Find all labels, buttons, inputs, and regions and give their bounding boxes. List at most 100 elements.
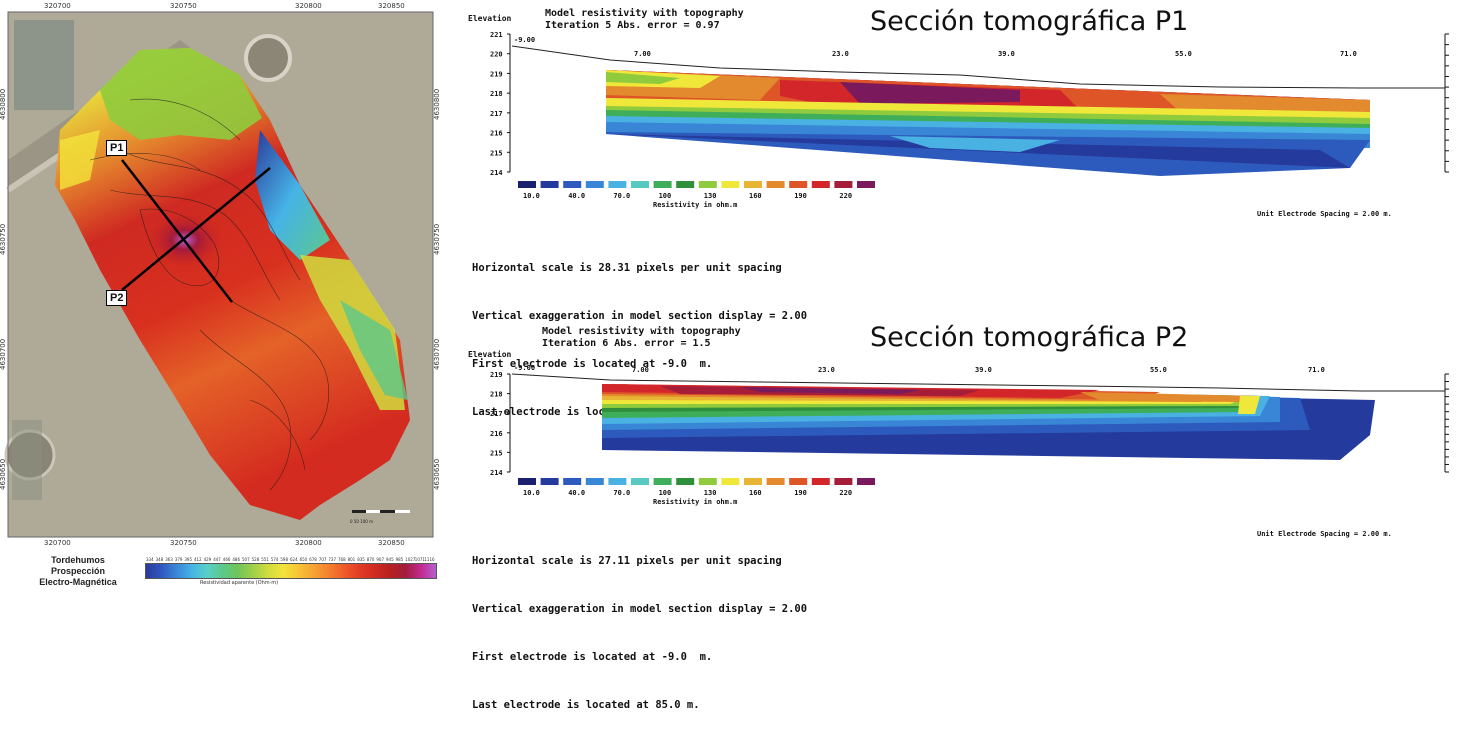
legend-value: 160 [749, 192, 762, 200]
map-legend-tick: 678 [309, 557, 317, 562]
map-legend-tick: 1116 [424, 557, 435, 562]
legend-swatch [811, 181, 830, 188]
y-tick-label: 215 [490, 149, 503, 157]
map-top-coord: 320750 [170, 2, 197, 10]
map-legend-tick: 551 [261, 557, 269, 562]
legend-swatch [744, 181, 762, 188]
y-tick-label: 215 [490, 449, 503, 457]
map-legend-tick: 598 [280, 557, 289, 562]
legend-title-line: Prospección [50, 566, 106, 576]
map-legend-tick: 870 [366, 557, 375, 562]
section-title: Sección tomográfica P1 [870, 6, 1189, 37]
section-title: Sección tomográfica P2 [870, 322, 1189, 353]
legend-swatch [608, 181, 627, 188]
legend-swatch [631, 478, 649, 485]
map-legend-tick: 1027 [405, 557, 416, 562]
map-color-legend [145, 563, 437, 579]
pseudosection-p1: 221 220 219 218 217 216 215 214 -9.00 7.00 23.0 39.… [490, 31, 1449, 209]
legend-swatch [698, 181, 717, 188]
info-line: Last electrode is located at 85.0 m. [472, 699, 700, 711]
legend-swatch [676, 181, 695, 188]
start-position-label: -9.00 [514, 364, 535, 372]
map-legend-tick: 574 [270, 557, 279, 562]
map-legend-caption: Resistividad aparente (Ohm·m) [200, 580, 279, 586]
info-line: Horizontal scale is 28.31 pixels per uni… [472, 262, 782, 274]
legend-value: 190 [794, 489, 807, 497]
legend-swatch [585, 181, 604, 188]
section-p1: Elevation Model resistivity with topogra… [460, 0, 1457, 418]
legend-swatch [518, 478, 536, 485]
x-tick-label: 71.0 [1308, 366, 1325, 374]
resistivity-map-panel: 320700 320750 320800 320850 320700 32075… [0, 0, 441, 592]
map-legend-tick: 624 [290, 557, 298, 562]
map-scale-bar [352, 510, 410, 513]
map-bottom-coord: 320800 [295, 539, 322, 547]
legend-value: 100 [659, 192, 672, 200]
model-iteration-line: Iteration 5 Abs. error = 0.97 [545, 20, 720, 31]
info-line: Vertical exaggeration in model section d… [472, 310, 808, 322]
legend-swatch [540, 478, 559, 485]
legend-swatch [676, 478, 695, 485]
info-line: First electrode is located at -9.0 m. [472, 358, 713, 370]
legend-swatch [653, 181, 672, 188]
legend-value: 130 [704, 489, 717, 497]
map-top-coord: 320700 [44, 2, 71, 10]
legend-swatch [540, 181, 559, 188]
legend-title-line: Tordehumos [51, 555, 105, 565]
map-legend-tick: 486 [232, 557, 241, 562]
map-legend-tick: 768 [338, 557, 346, 562]
section-p2: Elevation Model resistivity with topogra… [460, 310, 1457, 711]
legend-value: 220 [839, 192, 852, 200]
map-legend-tick: 334 [146, 557, 154, 562]
profile-p2-line [121, 167, 271, 291]
map-legend-tick: 1071 [414, 557, 425, 562]
map-legend-tick: 835 [357, 557, 365, 562]
legend-swatch [766, 478, 785, 485]
map-right-coord: 4630650 [433, 458, 441, 490]
legend-value: 190 [794, 192, 807, 200]
legend-title-line: Electro-Magnética [39, 577, 117, 587]
y-tick-label: 218 [490, 90, 503, 98]
map-legend-tick: 379 [174, 557, 183, 562]
profile-label-p1: P1 [106, 140, 128, 156]
map-legend-tick: 348 [155, 557, 164, 562]
map-legend-tick: 466 [222, 557, 231, 562]
model-title: Model resistivity with topography Iterat… [545, 8, 744, 32]
resistivity-layer [606, 134, 1350, 168]
resistivity-layer [840, 82, 1020, 104]
map-top-coord: 320800 [295, 2, 322, 10]
legend-swatch [811, 478, 830, 485]
map-legend-tick: 363 [165, 557, 173, 562]
x-tick-label: 39.0 [998, 50, 1015, 58]
map-canvas [4, 11, 434, 538]
map-scale-text: 0 50 100 m [350, 519, 373, 524]
map-bottom-coord: 320700 [44, 539, 71, 547]
map-bottom-coord: 320750 [170, 539, 197, 547]
map-bottom-coord: 320850 [378, 539, 405, 547]
map-legend-tick: 945 [386, 557, 394, 562]
y-tick-label: 220 [490, 51, 503, 59]
info-line: Horizontal scale is 27.11 pixels per uni… [472, 555, 782, 567]
info-line: First electrode is located at -9.0 m. [472, 651, 713, 663]
legend-swatch [789, 181, 808, 188]
model-title-line: Model resistivity with topography [542, 326, 741, 337]
section-info: Horizontal scale is 27.11 pixels per uni… [472, 521, 807, 745]
y-tick-label: 217 [490, 110, 503, 118]
map-legend-tick: 412 [194, 557, 202, 562]
y-tick-label: 214 [490, 469, 503, 477]
map-left-coord: 4630650 [0, 458, 7, 490]
legend-value: 40.0 [568, 489, 585, 497]
y-tick-label: 216 [490, 430, 503, 438]
unit-spacing-label: Unit Electrode Spacing = 2.00 m. [1257, 530, 1392, 538]
map-left-coord: 4630750 [0, 223, 7, 255]
x-tick-label: 55.0 [1175, 50, 1192, 58]
legend-swatch [518, 181, 536, 188]
y-tick-label: 219 [490, 371, 503, 379]
legend-swatch [653, 478, 672, 485]
topography-line [511, 373, 1445, 392]
legend-swatch [834, 478, 853, 485]
model-title: Model resistivity with topography Iterat… [542, 326, 741, 350]
map-legend-tick: 801 [347, 557, 356, 562]
y-tick-label: 218 [490, 391, 503, 399]
map-legend-tick: 447 [213, 557, 221, 562]
